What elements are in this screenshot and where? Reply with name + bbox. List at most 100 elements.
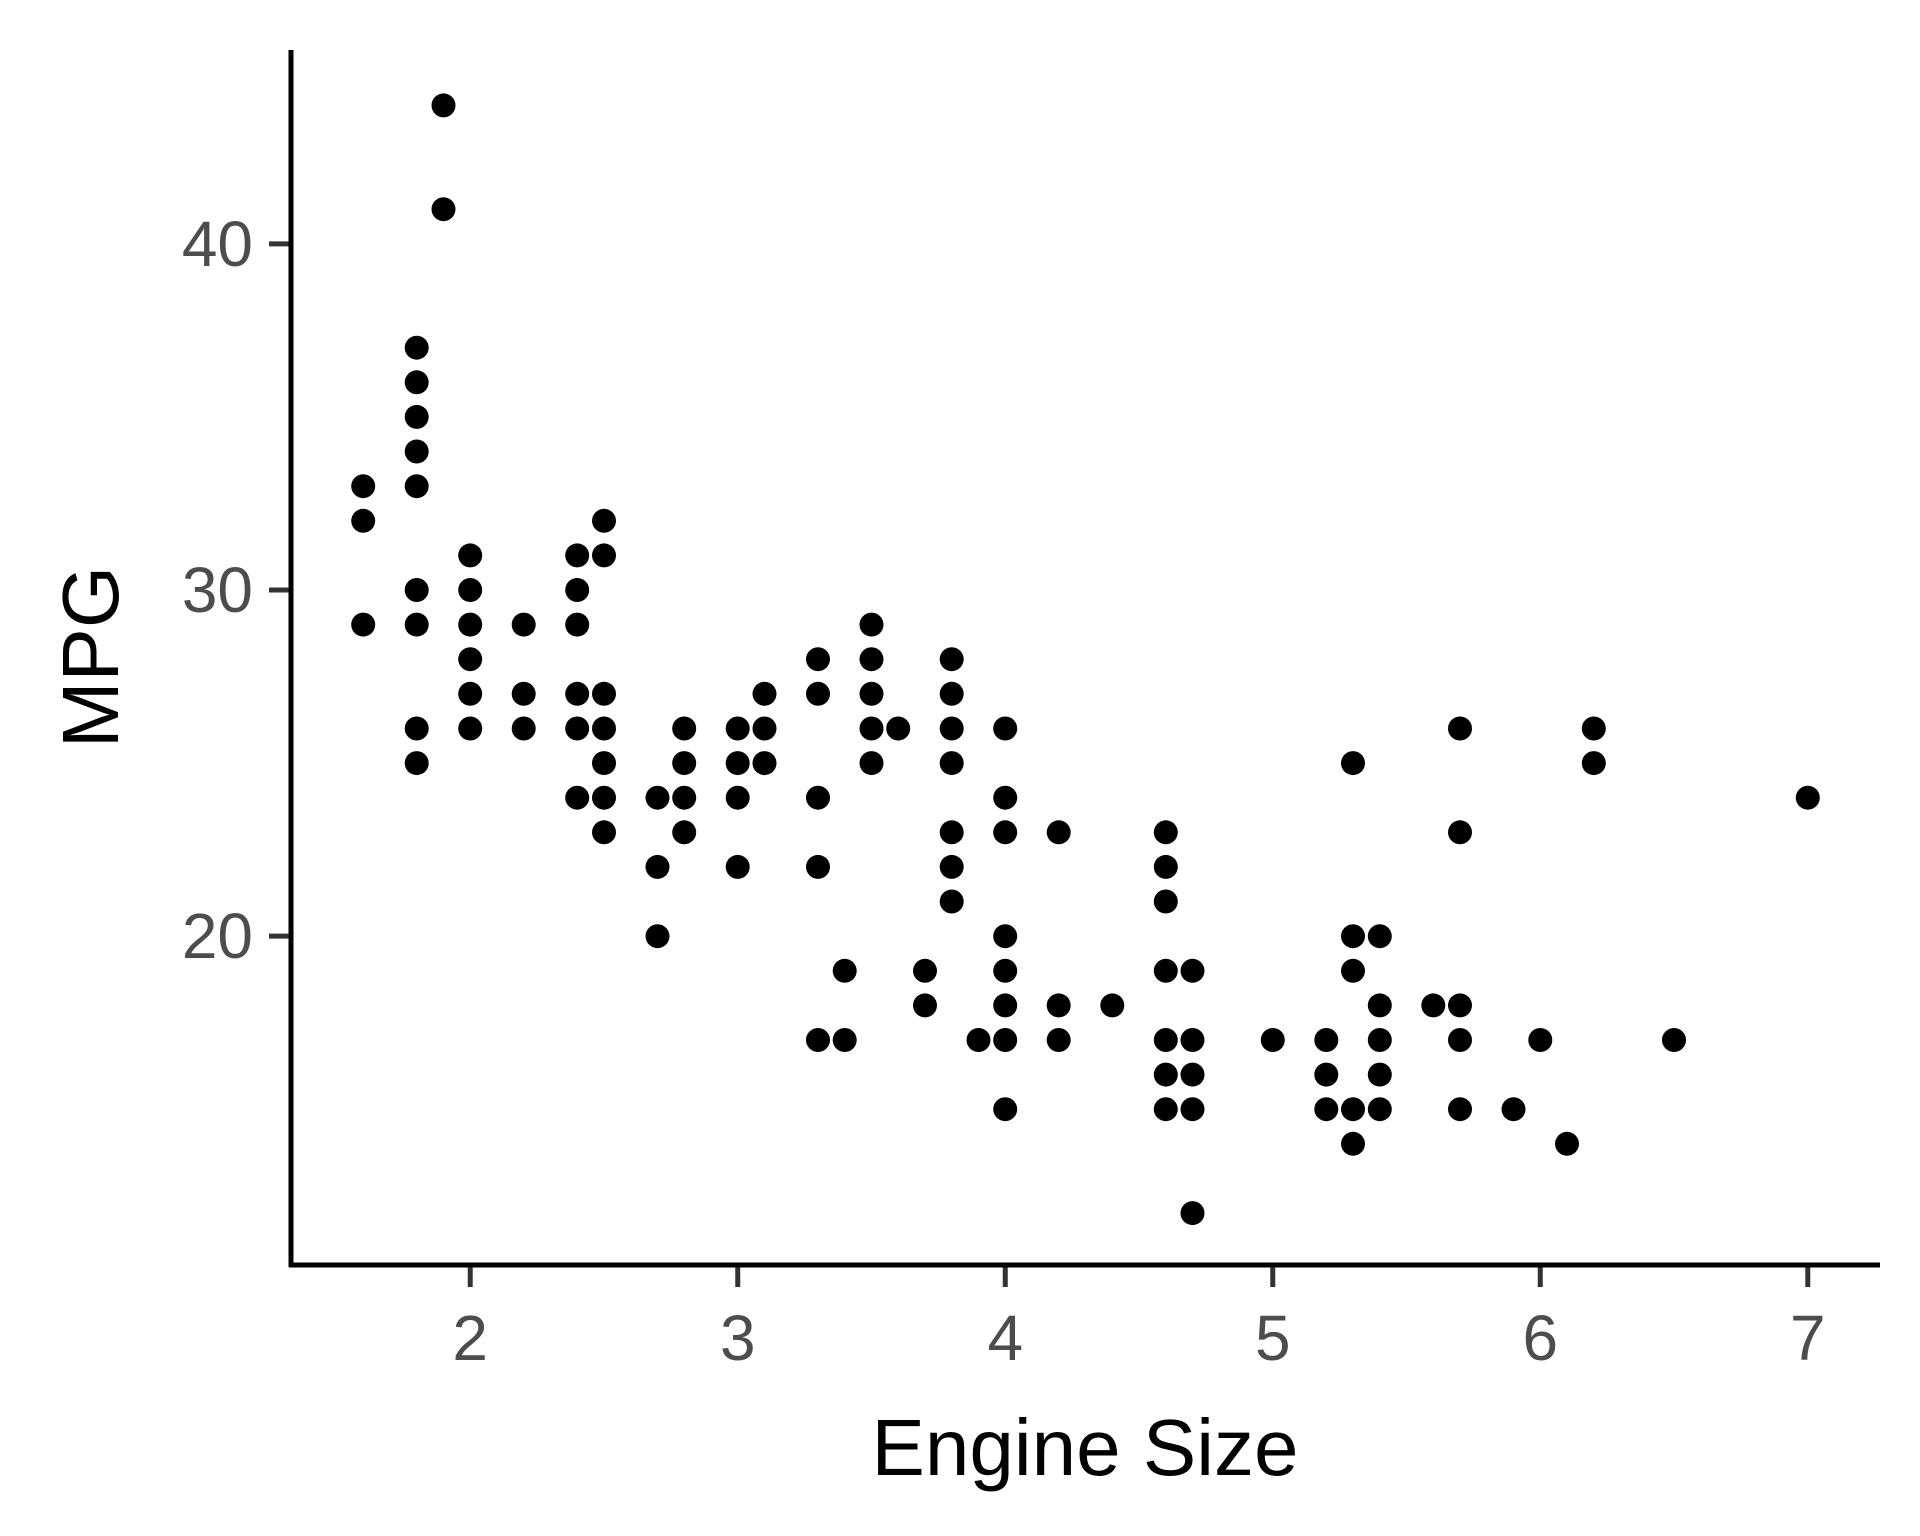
data-point [431, 197, 456, 222]
data-point [645, 854, 670, 879]
data-point [1662, 1028, 1686, 1052]
data-point [725, 785, 750, 810]
y-tick-label: 30 [182, 554, 253, 626]
data-point [913, 958, 937, 983]
data-point [431, 93, 456, 118]
data-point [645, 785, 670, 810]
data-point [752, 681, 777, 706]
data-point [458, 681, 483, 706]
data-point [1260, 1028, 1285, 1052]
data-point [511, 716, 536, 741]
data-point [565, 543, 590, 568]
y-tick-label: 20 [182, 900, 253, 972]
data-point [806, 647, 830, 672]
data-point [993, 958, 1018, 983]
data-point [1153, 854, 1178, 879]
data-point [1555, 1131, 1579, 1156]
data-point [458, 578, 483, 602]
data-point [993, 1028, 1018, 1052]
data-point [1581, 716, 1606, 741]
data-point [859, 751, 884, 776]
data-point [672, 820, 697, 845]
data-point [886, 716, 911, 741]
y-tick-label: 40 [182, 208, 253, 280]
data-point [1314, 1097, 1339, 1122]
data-point [1341, 1097, 1365, 1122]
data-point [458, 543, 483, 568]
data-point [1367, 1097, 1392, 1122]
data-point [672, 751, 697, 776]
x-axis-title: Engine Size [872, 1403, 1299, 1492]
data-point [993, 820, 1018, 845]
data-point [511, 681, 536, 706]
data-point [1795, 785, 1820, 810]
data-point [672, 716, 697, 741]
data-point [832, 958, 857, 983]
data-point [458, 716, 483, 741]
data-point [1448, 820, 1472, 845]
data-point [1341, 958, 1365, 983]
data-point [806, 681, 830, 706]
data-point [1046, 1028, 1071, 1052]
data-point [966, 1028, 991, 1052]
data-point [592, 508, 616, 533]
data-point [859, 612, 884, 637]
x-tick-label: 5 [1255, 1302, 1291, 1374]
data-point [1153, 1062, 1178, 1087]
data-point [1046, 993, 1071, 1018]
x-tick-label: 4 [987, 1302, 1023, 1374]
x-tick-label: 3 [720, 1302, 756, 1374]
data-point [592, 681, 616, 706]
data-point [1448, 716, 1472, 741]
data-point [752, 716, 777, 741]
data-point [1153, 958, 1178, 983]
data-point [806, 785, 830, 810]
data-point [404, 335, 429, 360]
data-point [404, 404, 429, 429]
data-point [404, 439, 429, 464]
data-point [645, 924, 670, 949]
data-point [565, 681, 590, 706]
x-tick-label: 7 [1790, 1302, 1826, 1374]
data-point [859, 716, 884, 741]
data-point [565, 716, 590, 741]
data-point [565, 612, 590, 637]
data-point [1367, 993, 1392, 1018]
data-point [1341, 924, 1365, 949]
data-point [859, 681, 884, 706]
data-point [832, 1028, 857, 1052]
data-point [1180, 1201, 1205, 1226]
y-axis-title: MPG [46, 566, 135, 748]
data-point [592, 785, 616, 810]
data-point [1046, 820, 1071, 845]
data-point [404, 474, 429, 499]
data-point [725, 751, 750, 776]
data-point [351, 474, 376, 499]
data-point [1180, 1028, 1205, 1052]
y-axis-ticks: 20 30 40 [182, 208, 291, 972]
data-point [1180, 1062, 1205, 1087]
data-point [939, 751, 964, 776]
x-axis-ticks: 2 3 4 5 6 7 [452, 1265, 1826, 1374]
data-point [1581, 751, 1606, 776]
data-point [1153, 1097, 1178, 1122]
data-point [939, 820, 964, 845]
data-point [1421, 993, 1446, 1018]
data-point [1341, 1131, 1365, 1156]
data-point [939, 647, 964, 672]
data-point [1100, 993, 1125, 1018]
data-point [672, 785, 697, 810]
x-tick-label: 2 [452, 1302, 488, 1374]
data-point [1448, 1097, 1472, 1122]
data-point [404, 716, 429, 741]
data-point [1314, 1062, 1339, 1087]
data-point [458, 612, 483, 637]
data-point [725, 716, 750, 741]
x-tick-label: 6 [1522, 1302, 1558, 1374]
data-point [1367, 924, 1392, 949]
data-point [1180, 1097, 1205, 1122]
data-point [993, 993, 1018, 1018]
data-point [404, 578, 429, 602]
data-point [404, 612, 429, 637]
data-point [806, 854, 830, 879]
